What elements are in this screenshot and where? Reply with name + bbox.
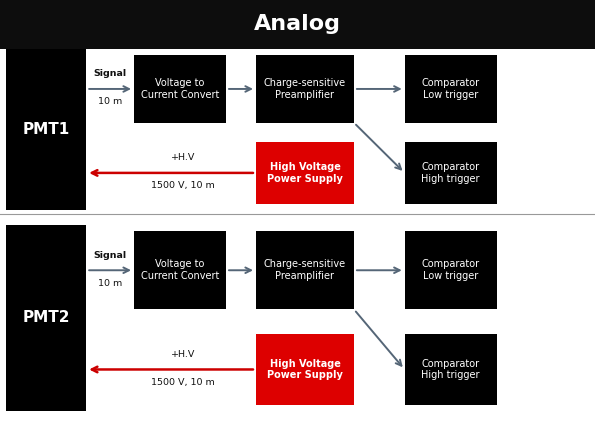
Text: Comparator
High trigger: Comparator High trigger xyxy=(421,359,480,380)
Text: 1500 V, 10 m: 1500 V, 10 m xyxy=(151,378,215,387)
Text: PMT1: PMT1 xyxy=(23,122,70,137)
Text: Comparator
Low trigger: Comparator Low trigger xyxy=(422,78,480,100)
Text: +H.V: +H.V xyxy=(171,153,195,162)
Text: High Voltage
Power Supply: High Voltage Power Supply xyxy=(267,359,343,380)
Bar xyxy=(256,231,354,310)
Text: Voltage to
Current Convert: Voltage to Current Convert xyxy=(141,259,219,281)
Text: High Voltage
Power Supply: High Voltage Power Supply xyxy=(267,162,343,184)
Bar xyxy=(256,55,354,123)
Text: 10 m: 10 m xyxy=(98,98,122,106)
Text: Signal: Signal xyxy=(93,251,127,259)
Bar xyxy=(0,0,595,49)
Bar xyxy=(6,225,86,411)
Text: Signal: Signal xyxy=(93,70,127,78)
Text: 10 m: 10 m xyxy=(98,279,122,288)
Text: Comparator
High trigger: Comparator High trigger xyxy=(421,162,480,184)
Text: Comparator
Low trigger: Comparator Low trigger xyxy=(422,259,480,281)
Bar xyxy=(256,334,354,405)
Bar xyxy=(134,231,226,310)
Text: Charge-sensitive
Preamplifier: Charge-sensitive Preamplifier xyxy=(264,259,346,281)
Bar xyxy=(256,142,354,204)
Text: PMT2: PMT2 xyxy=(23,310,70,326)
Text: Analog: Analog xyxy=(254,14,341,34)
Bar xyxy=(405,231,497,310)
Bar xyxy=(405,55,497,123)
Text: Voltage to
Current Convert: Voltage to Current Convert xyxy=(141,78,219,100)
Bar xyxy=(405,334,497,405)
Text: +H.V: +H.V xyxy=(171,350,195,359)
Bar xyxy=(405,142,497,204)
Bar xyxy=(6,49,86,210)
Text: 1500 V, 10 m: 1500 V, 10 m xyxy=(151,181,215,190)
Bar xyxy=(134,55,226,123)
Text: Charge-sensitive
Preamplifier: Charge-sensitive Preamplifier xyxy=(264,78,346,100)
